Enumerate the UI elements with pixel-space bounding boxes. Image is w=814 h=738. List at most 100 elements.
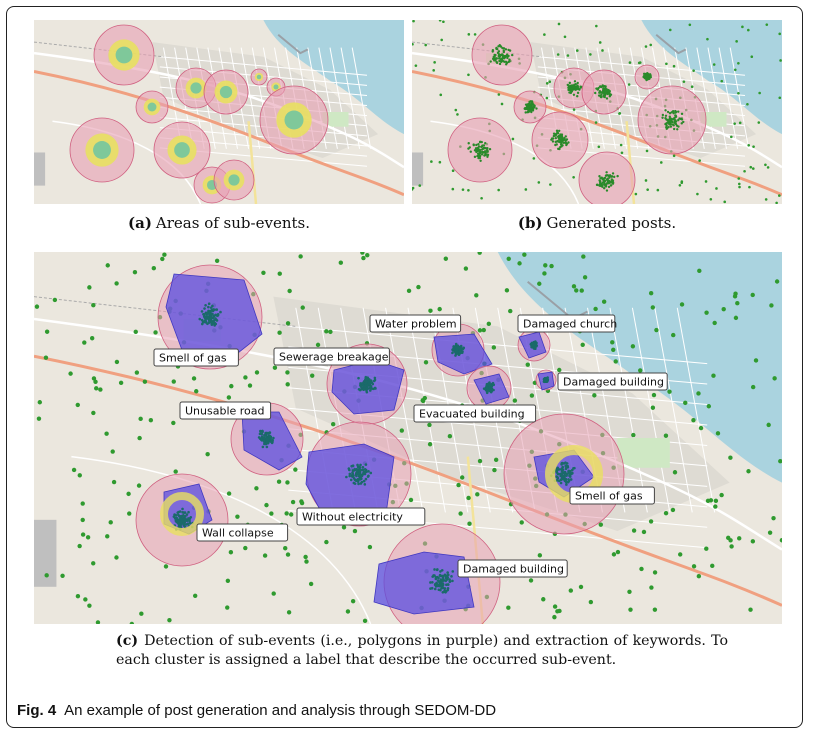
post-dot (619, 143, 623, 147)
post-dot (578, 584, 584, 590)
post-dot (111, 479, 117, 485)
post-dot (364, 463, 368, 466)
street (288, 325, 708, 365)
sub-event-area (93, 24, 155, 86)
street (609, 307, 648, 513)
post-dot (202, 312, 206, 316)
post-dot (574, 288, 579, 293)
post-dot (209, 321, 213, 324)
detected-sub-event (230, 402, 304, 476)
post-dot (611, 181, 614, 185)
post-dot (568, 86, 572, 90)
post-dot (486, 388, 489, 392)
detected-sub-event (503, 413, 625, 535)
post-dot (664, 116, 667, 120)
post-dot (412, 42, 414, 46)
area-core (273, 84, 279, 90)
post-dot (285, 321, 291, 326)
post-dot (429, 581, 432, 584)
post-dot (362, 470, 366, 474)
post-dot (558, 129, 561, 132)
post-dot (443, 587, 447, 590)
street (340, 47, 361, 149)
post-dot (77, 473, 82, 478)
post-dot (611, 172, 615, 175)
post-dot (163, 564, 169, 569)
post-dot (529, 109, 532, 112)
post-cluster (566, 80, 583, 98)
post-dot (60, 573, 65, 578)
detected-sub-event (517, 328, 551, 362)
post-dot (304, 559, 309, 564)
post-dot (478, 154, 482, 158)
post-dot (205, 451, 210, 457)
label-text: Smell of gas (159, 352, 227, 365)
post-dot (737, 61, 740, 65)
post-dot (691, 418, 696, 423)
post-dot (356, 480, 360, 483)
post-dot (610, 175, 614, 178)
post-dot (603, 176, 607, 180)
post-dot (456, 351, 459, 354)
post-dot (554, 136, 558, 140)
post-dot (542, 271, 547, 276)
area-core (284, 110, 304, 130)
post-dot (285, 480, 290, 485)
post-dot (664, 109, 667, 112)
post-dot (494, 53, 497, 57)
post-dot (91, 410, 96, 416)
post-dot (133, 329, 138, 335)
post-dot (151, 265, 157, 271)
post-dot (437, 576, 440, 580)
post-dot (440, 38, 444, 42)
post-dot (485, 149, 489, 152)
post-dot (676, 128, 679, 131)
post-dot (603, 181, 606, 185)
label-box (296, 507, 426, 526)
post-dot (492, 55, 495, 59)
post-cluster (489, 44, 514, 66)
post-dot (359, 385, 363, 388)
post-dot (628, 607, 633, 612)
post-dot (529, 393, 535, 398)
post-dot (618, 111, 622, 115)
post-dot (628, 61, 632, 64)
post-dot (582, 275, 588, 280)
post-dot (454, 342, 458, 346)
post-dot (557, 367, 562, 373)
post-dot (260, 439, 264, 442)
post-dot (566, 54, 570, 57)
post-dot (160, 256, 165, 262)
post-dot (504, 63, 508, 66)
post-dot (446, 583, 450, 586)
street (718, 47, 739, 149)
post-dot (580, 342, 585, 348)
post-dot (44, 329, 50, 334)
label-box (179, 401, 272, 420)
post-dot (436, 579, 440, 582)
post-dot (486, 153, 490, 157)
post-dot (328, 329, 333, 335)
label-box (517, 314, 616, 333)
post-dot (418, 184, 422, 187)
post-dot (556, 476, 560, 480)
post-dot (683, 400, 688, 406)
post-dot (603, 187, 606, 190)
post-dot (672, 124, 675, 127)
post-dot (290, 499, 296, 505)
post-dot (428, 308, 433, 313)
label-box (196, 523, 289, 542)
post-dot (778, 96, 782, 100)
street (676, 307, 716, 513)
post-dot (576, 84, 579, 87)
post-dot (153, 330, 158, 335)
pier (277, 33, 309, 55)
post-dot (570, 468, 574, 472)
post-dot (439, 583, 443, 586)
figure-frame (6, 6, 803, 728)
panel-a-letter: (a) (128, 214, 152, 232)
post-dot (259, 429, 262, 433)
pier (655, 33, 687, 55)
sub-event-label: Damaged church (517, 314, 617, 333)
post-dot (652, 607, 658, 612)
